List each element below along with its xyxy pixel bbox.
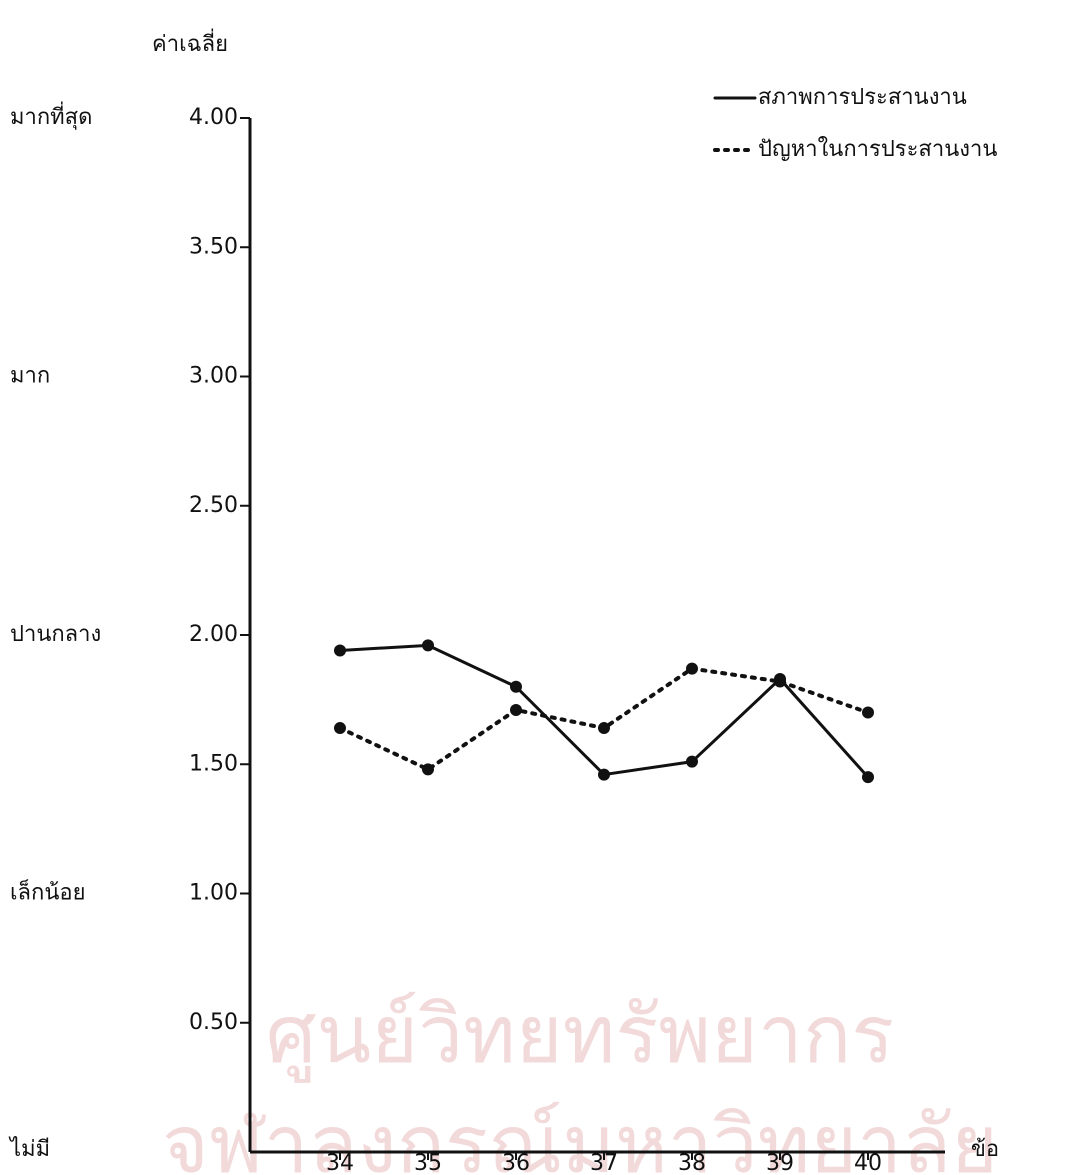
x-axis-label: ข้อ xyxy=(971,1137,999,1162)
y-tick-label: 1.00 xyxy=(189,881,238,906)
point xyxy=(334,644,346,657)
y-tick-label: 2.50 xyxy=(189,493,238,518)
point xyxy=(510,703,522,716)
y-level-label: มาก xyxy=(10,364,50,389)
y-tick-label: 1.50 xyxy=(189,751,238,776)
point xyxy=(686,662,698,675)
watermark: ศูนย์วิทยทรัพยากร xyxy=(266,988,895,1083)
point xyxy=(598,768,610,781)
legend-label: ปัญหาในการประสานงาน xyxy=(758,136,997,162)
y-tick-label: 3.00 xyxy=(189,364,238,389)
point xyxy=(334,722,346,735)
y-level-label: มากที่สุด xyxy=(10,101,92,130)
x-tick-label: 38 xyxy=(678,1151,706,1175)
point xyxy=(422,763,434,776)
watermark: จุฬาลงกรณ์มหาวิทยาลัย xyxy=(162,1098,998,1175)
x-tick-label: 36 xyxy=(502,1151,530,1175)
y-tick-label: 2.00 xyxy=(189,622,238,647)
y-tick-label: 0.50 xyxy=(189,1010,238,1035)
x-tick-label: 34 xyxy=(326,1151,354,1175)
series-line xyxy=(338,643,870,779)
y-axis-label: ค่าเฉลี่ย xyxy=(152,28,228,57)
y-level-label: เล็กน้อย xyxy=(10,878,85,906)
point xyxy=(862,706,874,719)
y-tick-label: 3.50 xyxy=(189,234,238,259)
y-level-label: ปานกลาง xyxy=(10,622,101,647)
point xyxy=(862,771,874,784)
point xyxy=(510,680,522,693)
series-line xyxy=(338,666,870,772)
point xyxy=(686,755,698,768)
x-tick-label: 40 xyxy=(854,1151,882,1175)
legend-label: สภาพการประสานงาน xyxy=(758,85,967,110)
y-tick-label: 4.00 xyxy=(189,105,238,130)
point xyxy=(598,722,610,735)
y-level-label: ไม่มี xyxy=(8,1136,50,1162)
point xyxy=(774,675,786,688)
x-tick-label: 37 xyxy=(590,1151,618,1175)
x-tick-label: 35 xyxy=(414,1151,442,1175)
x-tick-label: 39 xyxy=(766,1151,794,1175)
point xyxy=(422,639,434,652)
